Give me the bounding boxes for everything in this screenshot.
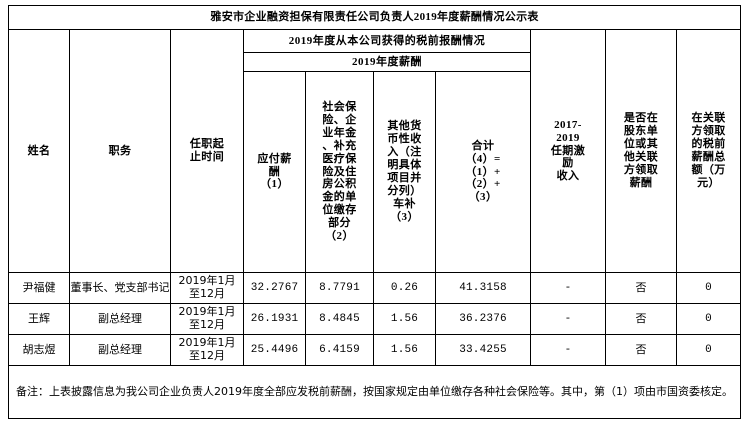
cell-other-monetary: 1.56	[373, 334, 436, 366]
cell-term: 2019年1月 至12月	[170, 272, 244, 304]
cell-other-party-salary: 否	[605, 303, 677, 335]
cell-related-party-total: 0	[675, 303, 742, 335]
footer-note: 备注：上表披露信息为我公司企业负责人2019年度全部应发税前薪酬，按国家规定由单…	[7, 365, 742, 419]
column-header-other-party-salary: 是否在 股东单 位或其 他关联 方领取 薪酬	[605, 29, 677, 273]
cell-payable-salary: 32.2767	[243, 272, 306, 304]
band-header-pretax-compensation: 2019年度从本公司获得的税前报酬情况	[243, 29, 531, 53]
salary-disclosure-sheet: 雅安市企业融资担保有限责任公司负责人2019年度薪酬情况公示表 姓名 职务 任职…	[7, 5, 742, 419]
band-pretax-row: 姓名 职务 任职起 止时间 2019年度从本公司获得的税前报酬情况 2017- …	[8, 29, 742, 273]
cell-related-party-total: 0	[675, 334, 742, 366]
column-header-social-insurance: 社会保 险、企 业年金 、补充 医疗保 险及住 房公积 金的单 位缴存 部分 （…	[305, 71, 374, 273]
cell-payable-salary: 26.1931	[243, 303, 306, 335]
cell-name: 胡志煜	[8, 334, 70, 366]
table-row: 尹福健 董事长、党支部书记 2019年1月 至12月 32.2767 8.779…	[8, 272, 742, 304]
cell-total: 41.3158	[435, 272, 531, 304]
cell-other-monetary: 1.56	[373, 303, 436, 335]
column-header-total: 合计 （4）= （1）+ （2）+ （3）	[435, 71, 531, 273]
column-header-row: 应付薪 酬 （1） 社会保 险、企 业年金 、补充 医疗保 险及住 房公积 金的…	[9, 71, 741, 273]
column-header-name: 姓名	[8, 29, 70, 273]
table-row: 王辉 副总经理 2019年1月 至12月 26.1931 8.4845 1.56…	[8, 303, 742, 335]
cell-position: 副总经理	[69, 303, 171, 335]
cell-term-incentive: -	[530, 334, 606, 366]
cell-term-incentive: -	[530, 272, 606, 304]
cell-term: 2019年1月 至12月	[170, 334, 244, 366]
cell-social-insurance: 8.4845	[305, 303, 374, 335]
cell-social-insurance: 6.4159	[305, 334, 374, 366]
column-header-other-monetary: 其他货 币性收 入（注 明具体 项目并 分列） 车补 （3）	[373, 71, 436, 273]
title-row: 雅安市企业融资担保有限责任公司负责人2019年度薪酬情况公示表	[7, 5, 742, 30]
cell-name: 尹福健	[8, 272, 70, 304]
table-row: 胡志煜 副总经理 2019年1月 至12月 25.4496 6.4159 1.5…	[8, 334, 742, 366]
column-header-position: 职务	[69, 29, 171, 273]
cell-term-incentive: -	[530, 303, 606, 335]
cell-payable-salary: 25.4496	[243, 334, 306, 366]
column-header-related-party-total: 在关联 方领取 的税前 薪酬总 额（万 元）	[675, 29, 742, 273]
cell-related-party-total: 0	[675, 272, 742, 304]
footer-note-row: 备注：上表披露信息为我公司企业负责人2019年度全部应发税前薪酬，按国家规定由单…	[7, 365, 742, 419]
column-header-term: 任职起 止时间	[170, 29, 244, 273]
cell-other-monetary: 0.26	[373, 272, 436, 304]
cell-other-party-salary: 否	[605, 334, 677, 366]
cell-social-insurance: 8.7791	[305, 272, 374, 304]
cell-total: 33.4255	[435, 334, 531, 366]
cell-name: 王辉	[8, 303, 70, 335]
salary-disclosure-table: 雅安市企业融资担保有限责任公司负责人2019年度薪酬情况公示表 姓名 职务 任职…	[7, 5, 742, 419]
column-header-term-incentive: 2017- 2019 任期激 励 收入	[530, 29, 606, 273]
cell-term: 2019年1月 至12月	[170, 303, 244, 335]
cell-other-party-salary: 否	[605, 272, 677, 304]
band-header-annual-salary: 2019年度薪酬	[243, 52, 531, 72]
cell-total: 36.2376	[435, 303, 531, 335]
cell-position: 董事长、党支部书记	[69, 272, 171, 304]
page-title: 雅安市企业融资担保有限责任公司负责人2019年度薪酬情况公示表	[7, 5, 742, 30]
cell-position: 副总经理	[69, 334, 171, 366]
column-header-payable-salary: 应付薪 酬 （1）	[243, 71, 306, 273]
